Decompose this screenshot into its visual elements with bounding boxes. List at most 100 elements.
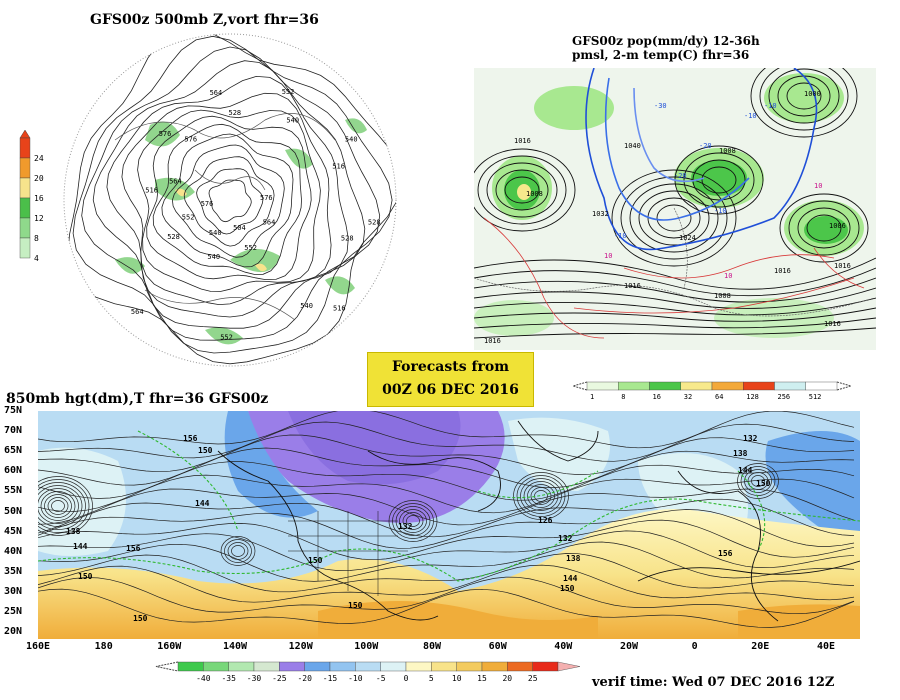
low-contour (38, 476, 93, 536)
isotherm (737, 470, 766, 552)
colorbar-segment (19, 157, 31, 179)
colorbar-segment (19, 217, 31, 239)
colorbar-segment (19, 137, 31, 159)
height-contour (38, 509, 855, 549)
contour-label: 552 (282, 88, 295, 96)
pressure-label: 1016 (774, 267, 791, 275)
isobar (620, 176, 728, 260)
low-contour (47, 497, 69, 515)
latitude-label: 35N (4, 565, 23, 577)
isotherm (137, 430, 239, 532)
temperature-label: -30 (654, 102, 667, 110)
height-contour (38, 421, 855, 462)
longitude-label: 160E (25, 641, 51, 652)
colorbar-tick-label: 64 (715, 393, 723, 401)
colorbar-segment (19, 237, 31, 259)
height-label: 156 (718, 549, 733, 558)
colorbar-segment (304, 661, 331, 672)
low-contour (44, 494, 72, 518)
temp-contour-warm (573, 277, 855, 314)
colorbar-arrow (836, 381, 853, 391)
low-contour (38, 488, 79, 524)
colorbar-segment (680, 381, 713, 391)
colorbar-segment (507, 661, 533, 672)
height-label: 144 (563, 574, 578, 583)
colorbar-segment (431, 661, 457, 672)
isobar (611, 169, 737, 267)
contour-label: 540 (209, 229, 222, 237)
temperature-colorbar: -40 -35 -30 -25 -20 -15 -10 -5 0 5 10 15 20 25 (155, 661, 581, 683)
longitude-label: 40E (816, 641, 836, 652)
colorbar-arrow (557, 661, 581, 672)
height-contour (38, 434, 855, 475)
country-border (673, 207, 688, 289)
temp-band-minus15 (765, 431, 860, 551)
contour-label: 576 (201, 200, 214, 208)
contour-label: 564 (210, 89, 223, 97)
low-contour (38, 479, 90, 533)
contour-label: 516 (333, 304, 346, 312)
coastline (367, 450, 501, 512)
low-contour (520, 478, 562, 514)
height-contour (38, 447, 855, 488)
low-contour (224, 539, 252, 563)
temp-contour-cold (633, 87, 705, 183)
contour-label: 564 (263, 219, 276, 227)
vort-blob (205, 327, 243, 345)
temperature-label: -20 (674, 172, 687, 180)
low-contour (406, 515, 420, 527)
colorbar-segment (228, 661, 255, 672)
longitude-label: 140W (222, 641, 248, 652)
height-label: 150 (348, 601, 363, 610)
pressure-label: 1008 (719, 147, 736, 155)
forecast-init-line2: 00Z 06 DEC 2016 (382, 382, 519, 398)
contour-label: 528 (368, 218, 381, 226)
low-contour (530, 487, 552, 505)
longitude-label: 100W (354, 641, 379, 652)
isobar (474, 307, 876, 322)
height-label: 150 (198, 446, 213, 455)
height-contour (208, 179, 252, 223)
longitude-label: 120W (288, 641, 313, 652)
low-contour (747, 472, 769, 490)
pressure-label: 1008 (714, 292, 731, 300)
height-label: 138 (66, 527, 81, 536)
isobar (474, 148, 576, 232)
temperature-label: -10 (614, 232, 627, 240)
colorbar-arrow (19, 130, 31, 139)
colorbar-tick-label: 256 (778, 393, 791, 401)
isotherm (477, 470, 599, 499)
isobar (701, 166, 737, 194)
colorbar-tick-label: -30 (247, 674, 262, 683)
longitude-label: 0 (691, 641, 698, 652)
colorbar-tick-label: 8 (621, 393, 625, 401)
colorbar-tick-label: -10 (348, 674, 363, 683)
longitude-label: 20E (751, 641, 770, 652)
height-label: 138 (733, 449, 748, 458)
precip-area (804, 216, 848, 244)
height-label: 150 (756, 479, 771, 488)
coastline (637, 560, 860, 582)
forecast-init-box: Forecasts from 00Z 06 DEC 2016 (367, 352, 534, 407)
latitude-label: 55N (4, 485, 23, 497)
pressure-label: 1008 (526, 190, 543, 198)
colorbar-arrow (571, 381, 588, 391)
colorbar-segment (618, 381, 650, 391)
height-contour (67, 34, 396, 365)
height-contour (137, 109, 321, 292)
vort-blob (285, 148, 313, 169)
contour-label: 552 (244, 244, 257, 252)
height-label: 126 (538, 516, 553, 525)
colorbar-segment (329, 661, 356, 672)
colorbar-tick-label: -5 (376, 674, 386, 683)
coastline (677, 470, 779, 622)
isobar (474, 297, 876, 316)
isobar (786, 82, 822, 110)
colorbar-tick-label: -40 (196, 674, 211, 683)
temperature-label: -20 (699, 142, 712, 150)
contour-label: 552 (182, 214, 195, 222)
height-label: 144 (738, 466, 753, 475)
temperature-label: -10 (744, 112, 757, 120)
contour-label: 576 (184, 136, 197, 144)
low-contour (220, 536, 256, 566)
